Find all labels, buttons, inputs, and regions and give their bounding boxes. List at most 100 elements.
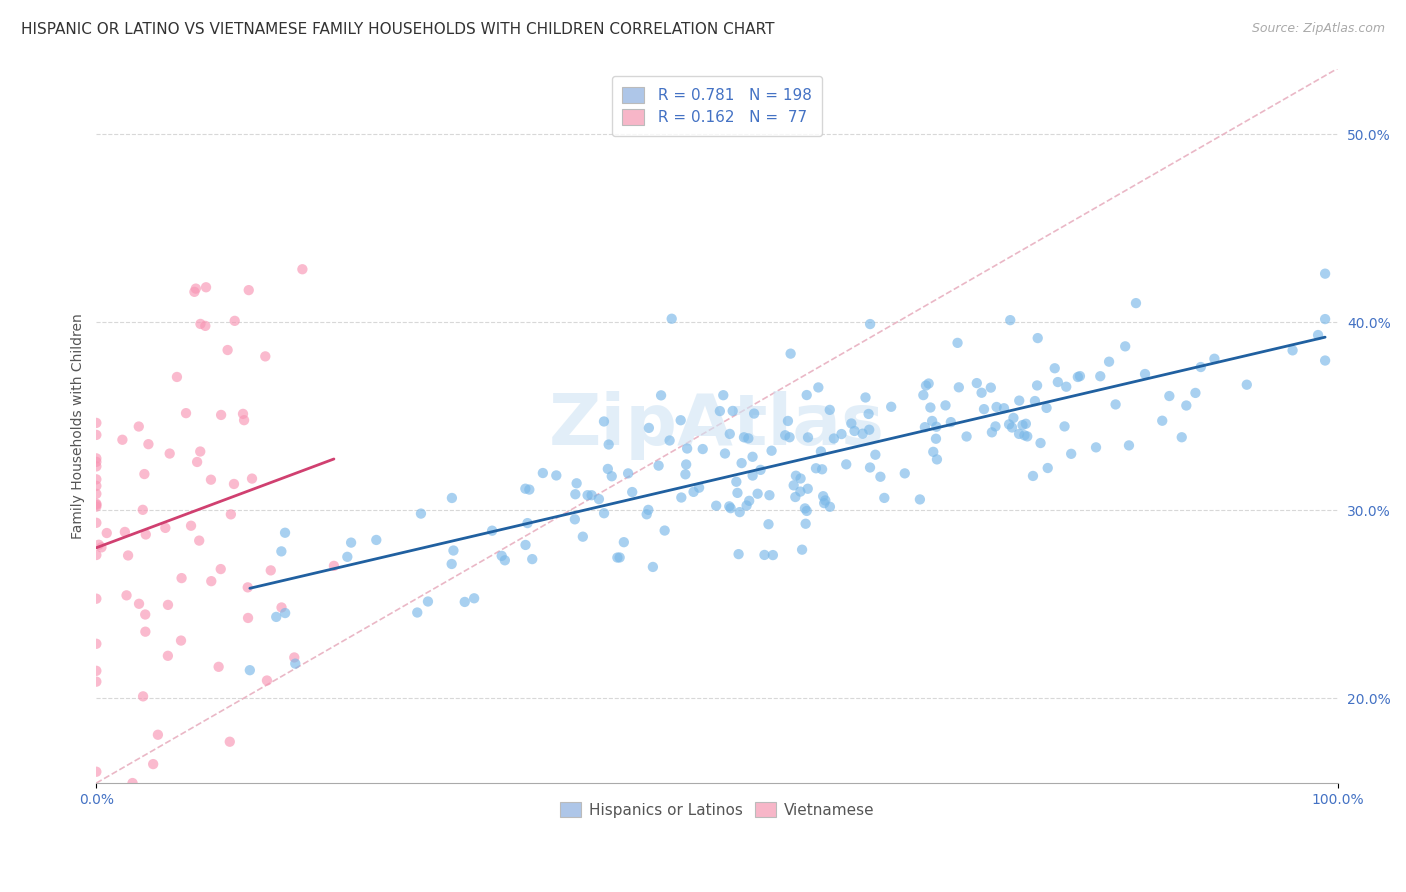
Point bbox=[873, 491, 896, 505]
Point bbox=[183, 285, 205, 299]
Point bbox=[463, 591, 485, 606]
Point bbox=[515, 482, 537, 496]
Point bbox=[676, 442, 699, 456]
Point bbox=[406, 606, 429, 620]
Point bbox=[1022, 469, 1045, 483]
Point bbox=[980, 425, 1002, 440]
Point bbox=[779, 346, 801, 360]
Point bbox=[638, 421, 661, 435]
Point bbox=[87, 538, 110, 552]
Point bbox=[814, 493, 837, 508]
Point bbox=[727, 547, 749, 561]
Point bbox=[593, 506, 616, 520]
Point bbox=[1306, 328, 1329, 343]
Point bbox=[236, 611, 259, 625]
Point bbox=[209, 562, 232, 576]
Point bbox=[1175, 399, 1198, 413]
Point bbox=[998, 417, 1021, 432]
Point bbox=[1024, 394, 1046, 409]
Point bbox=[416, 594, 439, 608]
Point bbox=[966, 376, 988, 390]
Point bbox=[516, 516, 538, 530]
Point bbox=[925, 452, 948, 467]
Point bbox=[844, 424, 866, 438]
Point bbox=[1098, 354, 1121, 368]
Point bbox=[658, 434, 681, 448]
Point bbox=[804, 461, 827, 475]
Point bbox=[121, 776, 143, 790]
Point bbox=[1281, 343, 1303, 358]
Point bbox=[86, 451, 108, 466]
Point bbox=[222, 477, 245, 491]
Point bbox=[132, 503, 155, 517]
Point bbox=[1171, 430, 1194, 444]
Point bbox=[270, 544, 292, 558]
Point bbox=[588, 492, 610, 507]
Point bbox=[720, 501, 742, 516]
Point bbox=[1008, 426, 1031, 441]
Point bbox=[598, 437, 620, 451]
Point bbox=[481, 524, 503, 538]
Point bbox=[1085, 441, 1108, 455]
Point bbox=[785, 468, 807, 483]
Point bbox=[796, 504, 818, 518]
Point bbox=[1133, 367, 1156, 381]
Point bbox=[188, 533, 211, 548]
Point bbox=[217, 343, 239, 357]
Point bbox=[894, 467, 917, 481]
Point bbox=[721, 404, 744, 418]
Point bbox=[714, 446, 737, 460]
Point bbox=[811, 462, 834, 476]
Point bbox=[232, 407, 254, 421]
Point bbox=[880, 400, 903, 414]
Point bbox=[207, 660, 229, 674]
Point bbox=[908, 492, 931, 507]
Point bbox=[600, 469, 623, 483]
Point bbox=[984, 419, 1007, 434]
Point bbox=[704, 499, 727, 513]
Point bbox=[111, 433, 134, 447]
Point bbox=[934, 398, 956, 412]
Point bbox=[749, 463, 772, 477]
Point bbox=[920, 401, 942, 415]
Point bbox=[274, 525, 297, 540]
Point bbox=[86, 459, 108, 474]
Point bbox=[200, 574, 222, 589]
Point bbox=[688, 481, 710, 495]
Point bbox=[1125, 296, 1147, 310]
Point bbox=[494, 553, 516, 567]
Point bbox=[224, 314, 246, 328]
Point bbox=[593, 415, 616, 429]
Point bbox=[789, 484, 811, 499]
Y-axis label: Family Households with Children: Family Households with Children bbox=[72, 313, 86, 539]
Point bbox=[621, 485, 644, 500]
Point bbox=[741, 450, 763, 464]
Point bbox=[609, 550, 631, 565]
Point bbox=[86, 664, 108, 678]
Point bbox=[810, 444, 832, 458]
Point bbox=[564, 512, 586, 526]
Text: HISPANIC OR LATINO VS VIETNAMESE FAMILY HOUSEHOLDS WITH CHILDREN CORRELATION CHA: HISPANIC OR LATINO VS VIETNAMESE FAMILY … bbox=[21, 22, 775, 37]
Point bbox=[761, 443, 783, 458]
Point bbox=[142, 757, 165, 772]
Point bbox=[96, 526, 118, 541]
Point bbox=[274, 606, 297, 620]
Point bbox=[741, 468, 763, 483]
Point bbox=[1008, 393, 1031, 408]
Point bbox=[440, 557, 463, 571]
Point bbox=[859, 317, 882, 331]
Point bbox=[194, 318, 217, 333]
Point bbox=[240, 472, 263, 486]
Point bbox=[572, 530, 595, 544]
Point bbox=[86, 591, 108, 606]
Point bbox=[322, 558, 344, 573]
Point bbox=[86, 428, 108, 442]
Point bbox=[727, 486, 749, 500]
Point bbox=[1017, 429, 1039, 443]
Point bbox=[239, 663, 262, 677]
Point bbox=[762, 548, 785, 562]
Point bbox=[1152, 414, 1174, 428]
Point bbox=[128, 419, 150, 434]
Point bbox=[491, 549, 513, 563]
Point bbox=[758, 517, 780, 532]
